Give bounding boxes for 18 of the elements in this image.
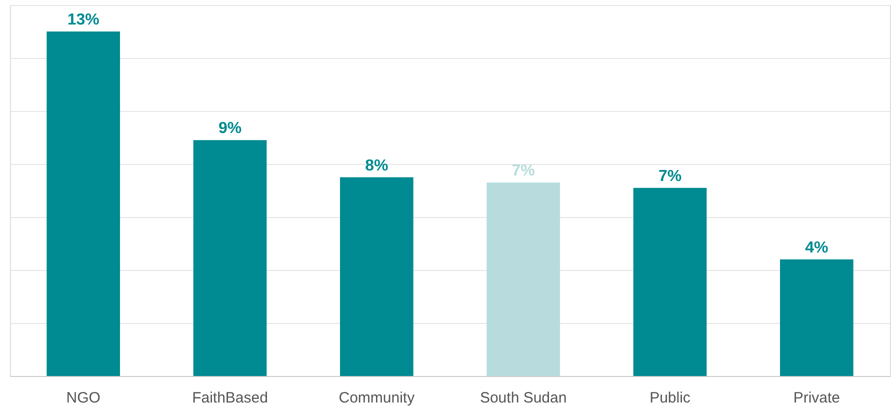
data-label: 9% (218, 120, 242, 138)
x-tick-label: Community (338, 390, 416, 406)
bar (486, 182, 560, 376)
x-tick-label: NGO (66, 390, 100, 406)
data-label: 8% (365, 157, 388, 174)
data-label: 4% (805, 239, 828, 256)
x-tick-label: Public (650, 390, 691, 406)
x-tick-label: FaithBased (192, 390, 268, 406)
bar (46, 32, 120, 376)
bar (193, 140, 267, 376)
x-tick-label: South Sudan (480, 390, 567, 406)
data-label: 7% (512, 162, 535, 180)
data-label: 13% (67, 12, 100, 28)
bar (780, 259, 854, 376)
data-label: 7% (658, 168, 682, 185)
bar (340, 177, 414, 376)
x-tick-label: Private (793, 390, 840, 406)
bar (633, 188, 707, 376)
